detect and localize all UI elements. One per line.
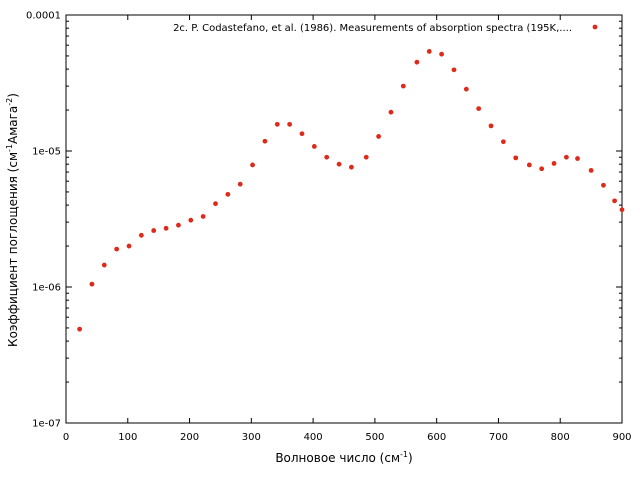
x-axis-ticks: 0 100 200 300 400 500 600 700 800 900 xyxy=(63,15,632,443)
data-point xyxy=(488,123,494,129)
x-tick-label: 200 xyxy=(180,432,199,443)
data-point xyxy=(500,139,506,145)
data-point xyxy=(299,131,305,137)
data-point xyxy=(363,154,369,160)
data-point xyxy=(376,134,381,139)
x-tick-label: 800 xyxy=(551,432,570,443)
legend-marker xyxy=(592,24,598,30)
data-point xyxy=(426,48,432,54)
data-point xyxy=(101,262,107,268)
plot-area xyxy=(65,14,623,424)
data-point xyxy=(200,214,206,219)
data-point xyxy=(274,121,280,127)
data-points xyxy=(77,48,625,332)
data-point xyxy=(439,51,445,57)
y-tick-label: 1e-06 xyxy=(32,283,61,294)
x-tick-label: 600 xyxy=(427,432,446,443)
x-tick-label: 300 xyxy=(242,432,261,443)
data-point xyxy=(287,121,293,127)
data-point xyxy=(400,83,406,89)
x-tick-label: 100 xyxy=(118,432,137,443)
data-point xyxy=(188,217,194,223)
data-point xyxy=(237,181,243,187)
data-point xyxy=(526,162,532,168)
data-point xyxy=(619,207,625,213)
data-point xyxy=(89,281,95,287)
x-tick-label: 400 xyxy=(304,432,323,443)
x-tick-label: 900 xyxy=(612,432,631,443)
data-point xyxy=(575,156,580,161)
data-point xyxy=(513,155,519,161)
y-tick-label: 1e-07 xyxy=(32,419,61,430)
data-point xyxy=(213,201,218,207)
data-point xyxy=(138,232,144,238)
data-point xyxy=(551,161,557,166)
y-axis-ticks: 1e-07 1e-06 1e-05 0.0001 xyxy=(26,11,622,430)
data-point xyxy=(225,191,231,197)
data-point xyxy=(476,106,482,112)
data-point xyxy=(349,164,354,170)
data-point xyxy=(588,168,594,173)
data-point xyxy=(262,138,268,144)
x-tick-label: 500 xyxy=(365,432,384,443)
data-point xyxy=(311,144,317,149)
data-point xyxy=(250,162,255,168)
x-tick-label: 0 xyxy=(63,432,69,443)
legend-label: 2c. P. Codastefano, et al. (1986). Measu… xyxy=(173,23,572,34)
data-point xyxy=(126,243,132,249)
y-tick-label: 0.0001 xyxy=(26,11,61,22)
data-point xyxy=(77,326,82,332)
data-point xyxy=(151,228,157,233)
data-point xyxy=(163,225,169,231)
data-point xyxy=(451,67,457,73)
data-point xyxy=(463,86,469,92)
data-point xyxy=(539,166,545,172)
y-axis-label: Коэффициент поглощения (см-1Амага-2) xyxy=(5,93,20,347)
y-tick-label: 1e-05 xyxy=(32,147,61,158)
x-tick-label: 700 xyxy=(489,432,508,443)
data-point xyxy=(336,161,342,167)
data-point xyxy=(564,154,569,160)
data-point xyxy=(612,198,617,204)
data-point xyxy=(414,59,420,65)
data-point xyxy=(176,222,181,228)
x-axis-label: Волновое число (см-1) xyxy=(275,450,412,465)
data-point xyxy=(388,109,394,115)
legend: 2c. P. Codastefano, et al. (1986). Measu… xyxy=(173,23,598,34)
data-point xyxy=(114,246,120,252)
data-point xyxy=(324,154,330,160)
data-point xyxy=(601,182,606,188)
